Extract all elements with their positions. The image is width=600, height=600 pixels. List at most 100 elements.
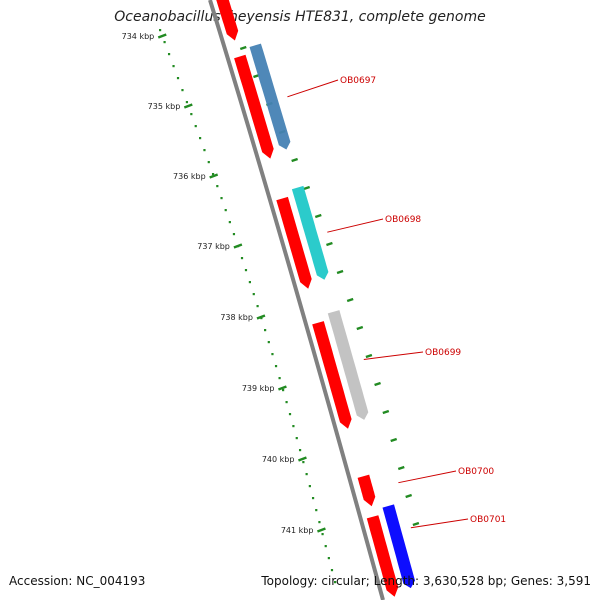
ruler-dot bbox=[267, 341, 270, 344]
ruler-dot bbox=[159, 29, 162, 32]
outer-guide-tick bbox=[412, 521, 420, 527]
ruler-dot bbox=[224, 209, 227, 212]
gene-label-line bbox=[327, 218, 384, 233]
ruler-label: 739 kbp bbox=[242, 384, 275, 393]
ruler-dot bbox=[282, 389, 285, 392]
gene-label-ob0699[interactable]: OB0699 bbox=[425, 348, 461, 358]
ruler-dot bbox=[264, 329, 267, 332]
ruler-dot bbox=[194, 125, 197, 128]
ruler-dot bbox=[292, 425, 295, 428]
gene-label-ob0700[interactable]: OB0700 bbox=[458, 467, 494, 477]
ruler-tick bbox=[183, 103, 193, 109]
ruler-label: 736 kbp bbox=[173, 172, 206, 181]
ruler-dot bbox=[308, 485, 311, 488]
ruler-tick bbox=[277, 385, 287, 391]
ruler-dot bbox=[324, 545, 327, 548]
ruler-label: 740 kbp bbox=[262, 455, 295, 464]
outer-guide-tick bbox=[405, 493, 413, 499]
ruler-label: 734 kbp bbox=[122, 32, 155, 41]
ruler-label: 735 kbp bbox=[148, 102, 181, 111]
ruler-tick bbox=[209, 173, 219, 179]
ruler-dot bbox=[216, 185, 219, 188]
ruler-dot bbox=[302, 461, 305, 464]
outer-guide-tick bbox=[356, 325, 364, 331]
ruler-dot bbox=[298, 449, 302, 452]
ruler-dot bbox=[167, 53, 171, 56]
ruler-tick bbox=[157, 33, 167, 39]
gene-label-ob0698[interactable]: OB0698 bbox=[385, 215, 421, 225]
outer-guide-tick bbox=[239, 45, 247, 51]
gene-arrow-ob0697[interactable] bbox=[234, 54, 274, 159]
ruler-label: 741 kbp bbox=[281, 526, 314, 535]
gene-arrow-ob0698[interactable] bbox=[276, 196, 312, 289]
ruler-tick bbox=[298, 456, 307, 462]
map-title: Oceanobacillus iheyensis HTE831, complet… bbox=[114, 9, 486, 25]
gene-label-ob0697[interactable]: OB0697 bbox=[340, 76, 376, 86]
genome-summary: Topology: circular; Length: 3,630,528 bp… bbox=[261, 574, 591, 588]
outer-guide-tick bbox=[336, 269, 344, 275]
ruler-dot bbox=[228, 221, 231, 224]
ruler-dot bbox=[305, 473, 308, 476]
cds-bar-ob0697[interactable] bbox=[249, 43, 291, 150]
outer-guide-tick bbox=[314, 213, 322, 219]
ruler-dot bbox=[220, 197, 223, 200]
outer-guide-tick bbox=[365, 353, 373, 359]
outer-guide-tick bbox=[374, 381, 381, 387]
gene-arrow-ob0700[interactable] bbox=[357, 474, 376, 507]
cds-bar-ob0701[interactable] bbox=[382, 504, 416, 589]
outer-guide-tick bbox=[382, 409, 390, 415]
ruler-dot bbox=[232, 233, 236, 236]
gene-label-line bbox=[287, 79, 339, 98]
ruler-dot bbox=[172, 65, 175, 68]
ruler-dot bbox=[327, 557, 330, 560]
ruler-dot bbox=[176, 77, 180, 80]
ruler-dot bbox=[288, 413, 292, 416]
ruler-dot bbox=[190, 113, 193, 116]
ruler-dot bbox=[295, 437, 298, 440]
gene-label-line bbox=[363, 351, 424, 360]
gene-arrow-partial[interactable] bbox=[216, 0, 239, 41]
ruler-dot bbox=[315, 509, 318, 512]
outer-guide-tick bbox=[303, 185, 311, 191]
outer-guide-tick bbox=[291, 157, 299, 163]
ruler-dot bbox=[240, 257, 244, 260]
outer-guide-tick bbox=[346, 297, 354, 303]
ruler-label: 738 kbp bbox=[220, 313, 253, 322]
ruler-dot bbox=[244, 269, 248, 272]
ruler-dot bbox=[199, 137, 202, 140]
ruler-dot bbox=[203, 149, 206, 152]
ruler-dot bbox=[211, 173, 215, 176]
genome-backbone bbox=[208, 0, 385, 600]
ruler-label: 737 kbp bbox=[197, 242, 230, 251]
outer-guide-tick bbox=[326, 241, 333, 247]
ruler-dot bbox=[163, 41, 166, 44]
ruler-dot bbox=[274, 365, 278, 368]
ruler-dot bbox=[278, 377, 281, 380]
gene-label-ob0701[interactable]: OB0701 bbox=[470, 515, 506, 525]
ruler-dot bbox=[185, 101, 189, 104]
ruler-dot bbox=[181, 89, 184, 92]
ruler-dot bbox=[252, 293, 255, 296]
ruler-dot bbox=[207, 161, 210, 164]
gene-label-line bbox=[398, 470, 457, 484]
ruler-dot bbox=[311, 497, 315, 500]
ruler-dot bbox=[285, 401, 288, 404]
outer-guide-tick bbox=[390, 437, 398, 443]
ruler-dot bbox=[271, 353, 274, 356]
ruler-dot bbox=[256, 305, 259, 308]
ruler-dot bbox=[334, 581, 337, 584]
ruler-dot bbox=[321, 533, 324, 536]
gene-arrow-ob0699[interactable] bbox=[312, 321, 352, 429]
ruler-dot bbox=[330, 569, 334, 572]
ruler-tick bbox=[256, 314, 266, 320]
gene-arrow-ob0701[interactable] bbox=[366, 515, 399, 597]
outer-guide-tick bbox=[397, 465, 405, 471]
ruler-tick bbox=[233, 243, 243, 249]
ruler-tick bbox=[316, 527, 326, 533]
ruler-dot bbox=[318, 521, 321, 524]
gene-label-line bbox=[410, 518, 469, 529]
cds-bar-ob0699[interactable] bbox=[327, 310, 369, 420]
accession-label: Accession: NC_004193 bbox=[9, 574, 146, 588]
cds-bar-ob0698[interactable] bbox=[291, 185, 329, 280]
